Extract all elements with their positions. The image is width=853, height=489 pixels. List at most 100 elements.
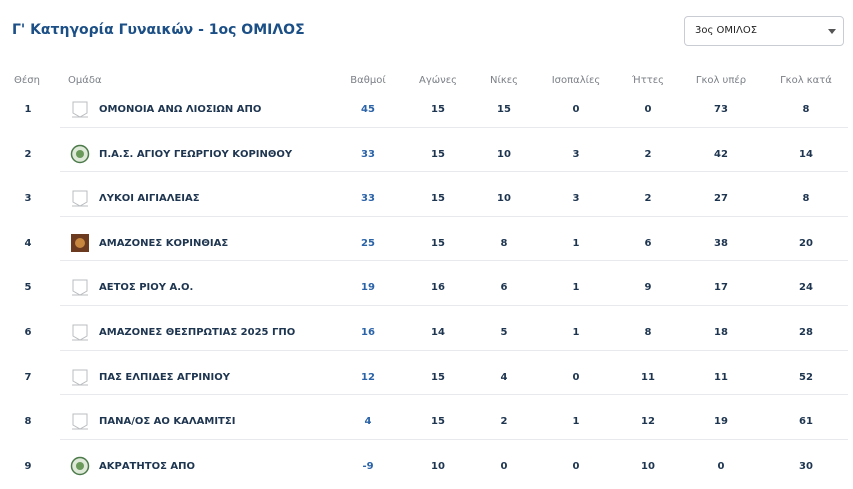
- cell: 10: [497, 193, 511, 205]
- cell: 19: [714, 416, 728, 428]
- cell: 1: [24, 104, 32, 115]
- cell: 4: [364, 416, 372, 428]
- team-name[interactable]: ΑΚΡΑΤΗΤΟΣ ΑΠΟ: [99, 460, 195, 472]
- cell: 73: [714, 104, 728, 115]
- dropdown-value: 3ος ΟΜΙΛΟΣ: [695, 25, 758, 36]
- column-header: Γκολ κατά: [780, 75, 832, 86]
- cell: 1: [572, 282, 580, 294]
- cell: 16: [431, 282, 445, 294]
- cell: 0: [572, 104, 580, 115]
- team-logo: [72, 324, 88, 341]
- cell: 0: [572, 460, 580, 472]
- cell: 15: [431, 416, 445, 428]
- cell: 16: [361, 327, 375, 338]
- cell: 9: [24, 460, 32, 472]
- cell: 0: [717, 460, 725, 472]
- cell: 8: [644, 327, 652, 338]
- column-header: Ομάδα: [68, 75, 102, 86]
- cell: 14: [431, 327, 445, 338]
- group-dropdown[interactable]: 3ος ΟΜΙΛΟΣ: [684, 16, 844, 46]
- dropdown-caret: [828, 29, 836, 34]
- cell: 12: [641, 416, 655, 428]
- cell: 18: [714, 327, 728, 338]
- cell: 15: [431, 104, 445, 115]
- column-header: Γκολ υπέρ: [695, 75, 747, 86]
- cell: 15: [497, 104, 511, 115]
- cell: 12: [361, 371, 375, 383]
- team-name[interactable]: ΑΜΑΖΟΝΕΣ ΘΕΣΠΡΩΤΙΑΣ 2025 ΓΠΟ: [99, 327, 296, 338]
- cell: 4: [500, 371, 508, 383]
- cell: 61: [799, 416, 813, 428]
- team-name[interactable]: ΠΑΝΑ/ΟΣ ΑΟ ΚΑΛΑΜΙΤΣΙ: [99, 416, 236, 428]
- cell: 7: [24, 371, 32, 383]
- cell: 6: [644, 237, 652, 249]
- cell: 10: [641, 460, 655, 472]
- cell: 33: [361, 148, 375, 160]
- team-name[interactable]: ΑΕΤΟΣ ΡΙΟΥ Α.Ο.: [99, 282, 194, 294]
- cell: 52: [799, 371, 813, 383]
- cell: 9: [644, 282, 652, 294]
- cell: 25: [361, 237, 375, 249]
- cell: 38: [714, 237, 728, 249]
- cell: 27: [714, 193, 728, 205]
- row-separator: [60, 171, 848, 173]
- cell: 1: [572, 327, 580, 338]
- team-logo: [70, 456, 90, 476]
- team-logo: [71, 233, 89, 252]
- row-separator: [60, 438, 848, 440]
- cell: 33: [361, 193, 375, 205]
- cell: 15: [431, 237, 445, 249]
- cell: 2: [24, 148, 32, 160]
- team-logo: [72, 369, 88, 386]
- cell: 10: [497, 148, 511, 160]
- team-name[interactable]: ΑΜΑΖΟΝΕΣ ΚΟΡΙΝΘΙΑΣ: [99, 237, 229, 249]
- team-name[interactable]: ΟΜΟΝΟΙΑ ΑΝΩ ΛΙΟΣΙΩΝ ΑΠΟ: [99, 104, 262, 115]
- team-logo: [72, 413, 88, 430]
- team-logo: [72, 279, 88, 296]
- column-header: Θέση: [14, 75, 40, 86]
- column-header: Ήττες: [631, 75, 665, 86]
- team-logo: [72, 190, 88, 207]
- cell: 45: [361, 104, 375, 115]
- column-header: Αγώνες: [419, 75, 457, 86]
- cell: 8: [802, 104, 810, 115]
- column-header: Νίκες: [489, 75, 519, 86]
- cell: 5: [500, 327, 508, 338]
- cell: 0: [572, 371, 580, 383]
- cell: 24: [799, 282, 813, 294]
- cell: 6: [24, 327, 32, 338]
- cell: 11: [714, 371, 728, 383]
- row-separator: [60, 305, 848, 306]
- cell: 10: [431, 460, 445, 472]
- cell: 8: [802, 193, 810, 205]
- cell: 8: [500, 237, 508, 249]
- row-separator: [60, 260, 848, 262]
- cell: 19: [361, 282, 375, 294]
- cell: 28: [799, 327, 813, 338]
- cell: 0: [500, 460, 508, 472]
- cell: 1: [572, 237, 580, 249]
- team-name[interactable]: ΛΥΚΟΙ ΑΙΓΙΑΛΕΙΑΣ: [99, 193, 200, 205]
- team-logo: [70, 144, 90, 163]
- cell: 5: [24, 282, 32, 294]
- team-name[interactable]: ΠΑΣ ΕΛΠΙΔΕΣ ΑΓΡΙΝΙΟΥ: [99, 371, 230, 383]
- cell: 14: [799, 148, 813, 160]
- cell: 0: [644, 104, 652, 115]
- row-separator: [60, 126, 848, 128]
- cell: -9: [362, 460, 374, 472]
- cell: 2: [500, 416, 508, 428]
- column-header: Βαθμοί: [350, 75, 386, 86]
- cell: 3: [24, 193, 32, 205]
- cell: 42: [714, 148, 728, 160]
- team-name[interactable]: Π.Α.Σ. ΑΓΙΟΥ ΓΕΩΡΓΙΟΥ ΚΟΡΙΝΘΟΥ: [99, 148, 293, 160]
- cell: 4: [24, 237, 32, 249]
- cell: 17: [714, 282, 728, 294]
- column-header: Ισοπαλίες: [551, 75, 601, 86]
- team-logo: [72, 101, 88, 118]
- cell: 3: [572, 148, 580, 160]
- cell: 6: [500, 282, 508, 294]
- cell: 15: [431, 371, 445, 383]
- cell: 15: [431, 193, 445, 205]
- row-separator: [60, 215, 848, 217]
